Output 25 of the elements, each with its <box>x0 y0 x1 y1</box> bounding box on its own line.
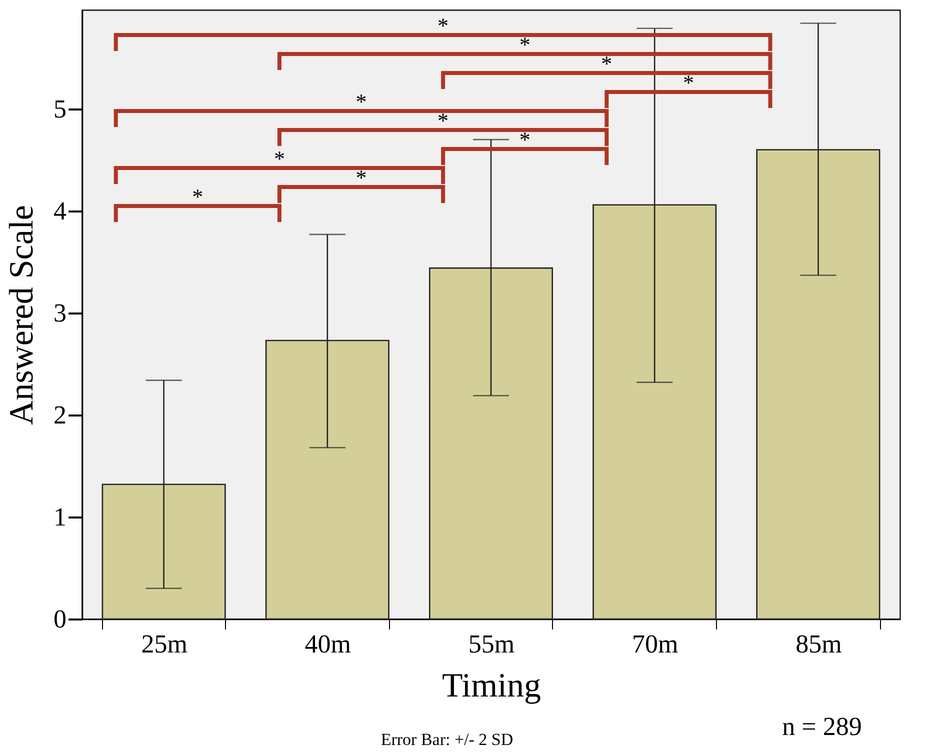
x-axis-title: Timing <box>442 668 541 704</box>
annotation: * <box>356 165 367 190</box>
y-tick-label: 1 <box>54 502 66 532</box>
x-tick-label: 40m <box>304 630 352 658</box>
y-tick-label: 3 <box>54 298 66 328</box>
x-tick-label: 55m <box>468 630 515 658</box>
annotation: * <box>438 13 449 38</box>
text: n = 289 <box>782 712 862 741</box>
y-axis-title: Answered Scale <box>4 205 40 425</box>
y-tick-label: 0 <box>54 604 66 634</box>
annotation: * <box>519 32 530 57</box>
y-tick-label: 5 <box>54 94 66 124</box>
annotation: * <box>438 108 449 133</box>
annotation: * <box>192 184 204 209</box>
text: Error Bar: +/- 2 SD <box>380 730 514 749</box>
y-tick-label: 4 <box>54 196 66 226</box>
annotation: * <box>519 127 530 152</box>
annotation: * <box>682 70 694 95</box>
x-tick-label: 25m <box>141 630 188 658</box>
x-tick-label: 85m <box>796 630 842 658</box>
annotation: * <box>356 89 367 114</box>
y-tick-label: 2 <box>54 400 66 430</box>
annotation: * <box>274 146 285 171</box>
annotation: * <box>601 51 612 76</box>
x-tick-label: 70m <box>632 630 678 658</box>
